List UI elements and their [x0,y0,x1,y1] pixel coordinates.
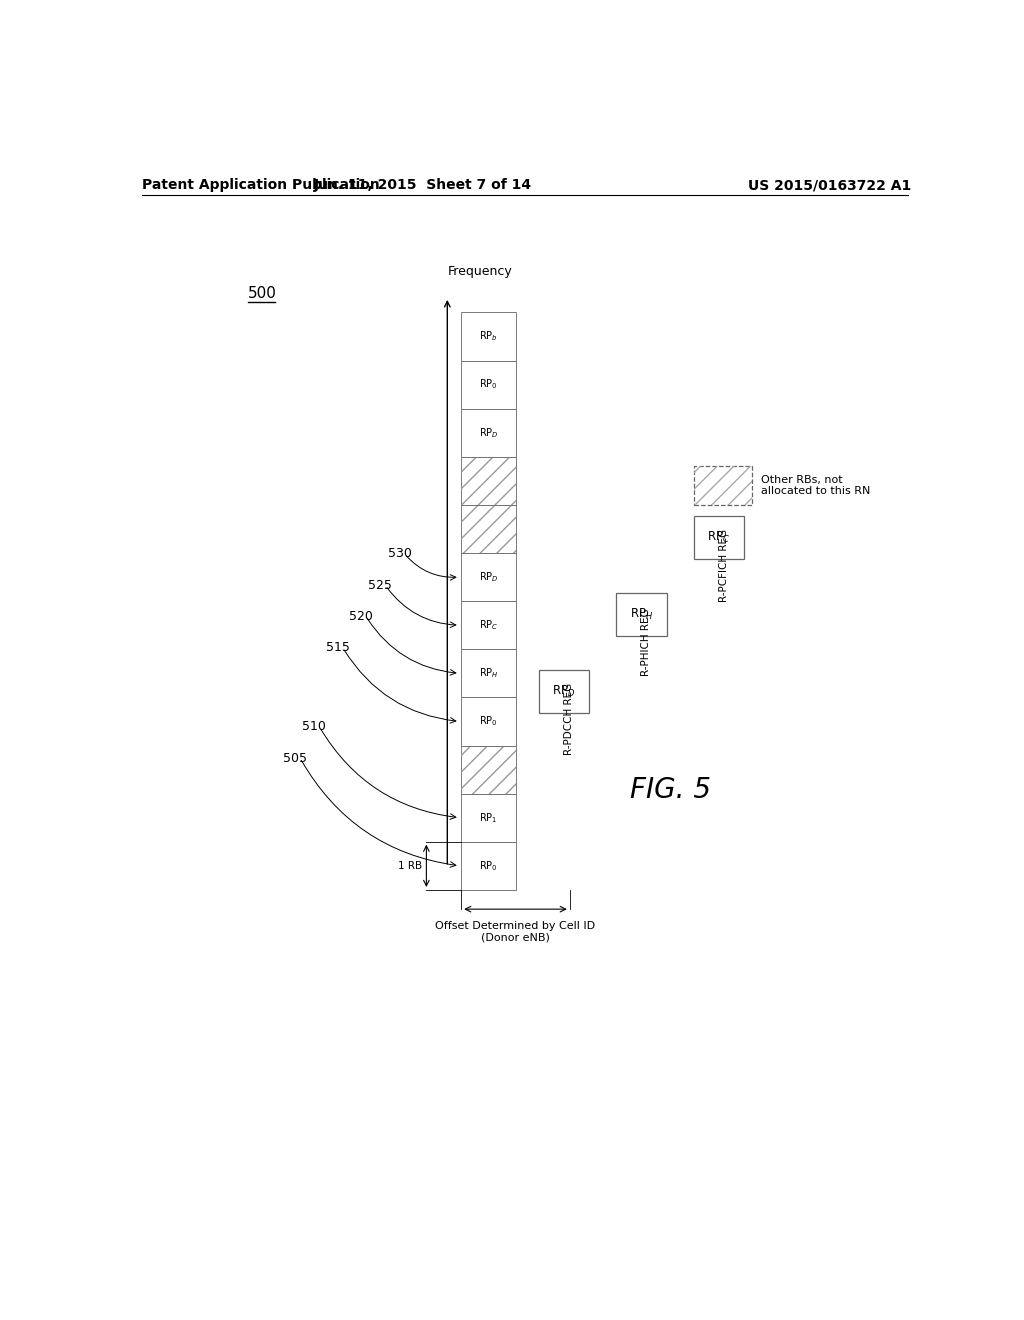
Text: Jun. 11, 2015  Sheet 7 of 14: Jun. 11, 2015 Sheet 7 of 14 [313,178,531,193]
Text: 515: 515 [326,642,349,653]
Bar [461,553,515,601]
Bar [461,506,515,553]
Text: 510: 510 [302,721,327,734]
Text: Frequency: Frequency [447,265,512,277]
Bar [461,457,515,506]
Text: RP$_1$: RP$_1$ [479,810,498,825]
Text: 520: 520 [349,610,373,623]
Text: RP$_C$: RP$_C$ [708,531,730,545]
Text: RP$_0$: RP$_0$ [479,714,498,729]
Bar [461,649,515,697]
Text: R-PHICH REG: R-PHICH REG [641,609,651,676]
Text: RP$_D$: RP$_D$ [478,570,499,583]
Text: 525: 525 [369,578,392,591]
Bar [461,313,515,360]
Bar [461,793,515,842]
Bar [461,506,515,553]
Text: Offset Determined by Cell ID
(Donor eNB): Offset Determined by Cell ID (Donor eNB) [435,921,596,942]
Text: RP$_b$: RP$_b$ [479,330,498,343]
Text: FIG. 5: FIG. 5 [630,776,711,804]
Bar [461,746,515,793]
Bar [461,697,515,746]
Text: 1 RB: 1 RB [398,861,423,871]
Text: 530: 530 [388,548,412,561]
Text: US 2015/0163722 A1: US 2015/0163722 A1 [748,178,911,193]
Text: RP$_H$: RP$_H$ [478,667,499,680]
Bar [461,601,515,649]
Bar [693,466,752,506]
Bar [461,360,515,409]
Bar [461,457,515,506]
Text: RP$_D$: RP$_D$ [552,684,575,700]
Bar [461,746,515,793]
Bar [461,409,515,457]
Text: RP$_0$: RP$_0$ [479,378,498,392]
Bar [693,516,744,558]
Text: Patent Application Publication: Patent Application Publication [142,178,380,193]
Text: RP$_D$: RP$_D$ [478,426,499,440]
Bar [539,671,589,713]
Bar [461,842,515,890]
Text: R-PCFICH REG: R-PCFICH REG [719,528,729,602]
Text: 500: 500 [248,285,278,301]
Text: RP$_C$: RP$_C$ [478,618,498,632]
Bar [693,466,752,506]
Bar [616,594,667,636]
Text: Other RBs, not
allocated to this RN: Other RBs, not allocated to this RN [761,475,870,496]
Text: R-PDCCH REG: R-PDCCH REG [564,682,573,755]
Text: RP$_H$: RP$_H$ [630,607,653,622]
Text: RP$_0$: RP$_0$ [479,859,498,873]
Text: 505: 505 [283,751,307,764]
